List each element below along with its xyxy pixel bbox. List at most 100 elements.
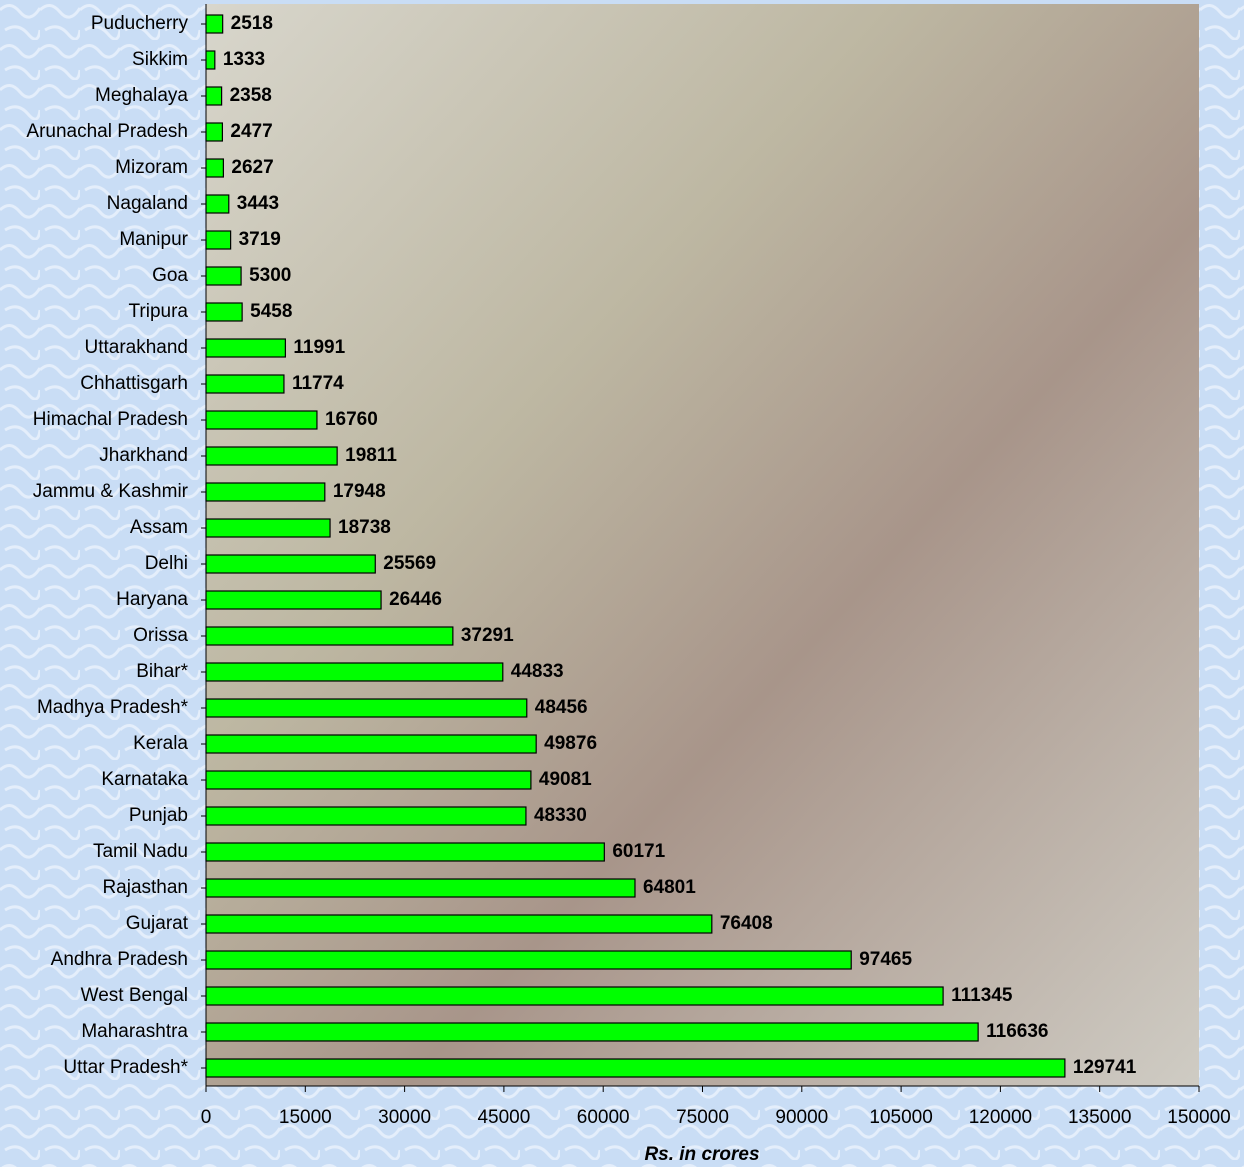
value-label: 97465 (859, 949, 912, 970)
bar (206, 51, 215, 69)
y-tick-label: Haryana (116, 589, 188, 610)
value-label: 26446 (389, 589, 442, 610)
y-tick-label: Puducherry (91, 13, 189, 34)
value-label: 49876 (544, 733, 597, 754)
bar (206, 735, 536, 753)
bar (206, 303, 242, 321)
value-label: 3443 (237, 193, 279, 214)
value-label: 37291 (461, 625, 514, 646)
bar (206, 627, 453, 645)
y-tick-label: Maharashtra (81, 1021, 188, 1042)
bar (206, 483, 325, 501)
y-tick-label: Tripura (129, 301, 189, 322)
value-label: 11774 (292, 373, 344, 394)
y-tick-label: Meghalaya (95, 85, 188, 106)
y-tick-label: Kerala (133, 733, 188, 754)
value-label: 2518 (231, 13, 273, 34)
x-tick-label: 150000 (1167, 1107, 1230, 1128)
bar (206, 807, 526, 825)
y-tick-label: Arunachal Pradesh (26, 121, 188, 142)
value-label: 2358 (230, 85, 272, 106)
y-tick-label: Sikkim (132, 49, 188, 70)
bar (206, 15, 223, 33)
bar (206, 411, 317, 429)
bar (206, 195, 229, 213)
x-tick-label: 30000 (378, 1107, 431, 1128)
y-tick-label: Madhya Pradesh* (37, 697, 189, 718)
x-tick-label: 75000 (676, 1107, 729, 1128)
x-tick-label: 135000 (1068, 1107, 1131, 1128)
y-tick-label: Karnataka (101, 769, 188, 790)
y-tick-label: Himachal Pradesh (33, 409, 188, 430)
y-tick-label: Orissa (133, 625, 188, 646)
bar (206, 87, 222, 105)
bar (206, 699, 527, 717)
y-tick-label: Uttar Pradesh* (63, 1057, 188, 1078)
x-tick-label: 45000 (477, 1107, 530, 1128)
value-label: 5458 (250, 301, 292, 322)
y-tick-label: West Bengal (81, 985, 188, 1006)
bar (206, 915, 712, 933)
bar (206, 771, 531, 789)
bar (206, 375, 284, 393)
value-label: 48456 (535, 697, 588, 718)
bar (206, 843, 604, 861)
y-tick-label: Jammu & Kashmir (33, 481, 189, 502)
y-tick-label: Mizoram (115, 157, 188, 178)
y-tick-label: Chhattisgarh (80, 373, 188, 394)
y-tick-label: Uttarakhand (84, 337, 188, 358)
value-label: 44833 (511, 661, 564, 682)
bar (206, 339, 285, 357)
value-label: 48330 (534, 805, 587, 826)
bar (206, 123, 222, 141)
value-label: 11991 (293, 337, 345, 358)
bar (206, 447, 337, 465)
value-label: 111345 (951, 985, 1013, 1006)
bar (206, 519, 330, 537)
bar (206, 879, 635, 897)
value-label: 17948 (333, 481, 386, 502)
y-tick-label: Punjab (129, 805, 188, 826)
bar (206, 267, 241, 285)
value-label: 3719 (239, 229, 281, 250)
y-tick-label: Tamil Nadu (93, 841, 188, 862)
y-tick-label: Rajasthan (102, 877, 188, 898)
x-tick-label: 90000 (775, 1107, 828, 1128)
bar (206, 663, 503, 681)
y-tick-label: Jharkhand (99, 445, 188, 466)
bar (206, 231, 231, 249)
value-label: 129741 (1073, 1057, 1137, 1078)
value-label: 60171 (612, 841, 665, 862)
y-tick-label: Goa (152, 265, 188, 286)
bar (206, 1023, 978, 1041)
bar (206, 591, 381, 609)
x-axis-title: Rs. in crores (644, 1144, 759, 1165)
y-tick-label: Andhra Pradesh (51, 949, 188, 970)
value-label: 25569 (383, 553, 436, 574)
value-label: 49081 (539, 769, 592, 790)
y-tick-label: Manipur (119, 229, 188, 250)
x-tick-label: 60000 (577, 1107, 630, 1128)
x-tick-label: 15000 (279, 1107, 332, 1128)
y-tick-label: Assam (130, 517, 188, 538)
y-tick-label: Bihar* (136, 661, 188, 682)
value-label: 16760 (325, 409, 378, 430)
bar (206, 987, 943, 1005)
x-tick-label: 105000 (869, 1107, 932, 1128)
value-label: 64801 (643, 877, 696, 898)
x-tick-label: 120000 (969, 1107, 1032, 1128)
bar (206, 159, 223, 177)
value-label: 2477 (230, 121, 272, 142)
bar (206, 555, 375, 573)
value-label: 1333 (223, 49, 265, 70)
value-label: 76408 (720, 913, 773, 934)
chart: Rs. in crores 0 15000 30000 45000 60000 75000… (0, 0, 1244, 1167)
y-tick-label: Delhi (145, 553, 188, 574)
value-label: 2627 (231, 157, 273, 178)
bar (206, 1059, 1065, 1077)
value-label: 5300 (249, 265, 291, 286)
value-label: 116636 (986, 1021, 1048, 1042)
x-tick-label: 0 (201, 1107, 212, 1128)
y-tick-label: Nagaland (107, 193, 188, 214)
page: Rs. in crores 0 15000 30000 45000 60000 75000… (0, 0, 1244, 1167)
